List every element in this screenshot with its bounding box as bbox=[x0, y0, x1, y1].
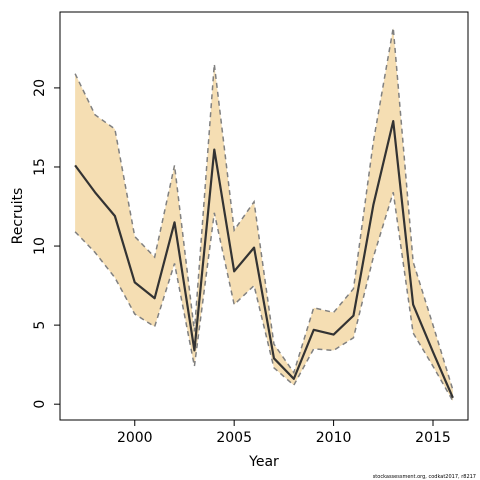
plot-frame bbox=[59, 11, 469, 421]
lower-bound bbox=[74, 192, 454, 402]
y-tick-label: 5 bbox=[32, 321, 48, 330]
y-axis-label: Recruits bbox=[10, 188, 26, 245]
y-tick-label: 20 bbox=[32, 79, 48, 97]
confidence-band bbox=[75, 27, 453, 402]
y-tick-label: 15 bbox=[32, 158, 48, 176]
x-axis-label: Year bbox=[248, 454, 279, 470]
x-tick-label: 2015 bbox=[415, 430, 451, 446]
y-tick-label: 0 bbox=[32, 400, 48, 409]
x-tick-label: 2010 bbox=[316, 430, 352, 446]
footnote: stockassessment.org, codkat2017, r8217 bbox=[373, 474, 476, 480]
estimate-line bbox=[74, 120, 454, 399]
x-tick-label: 2000 bbox=[117, 430, 153, 446]
x-tick-label: 2005 bbox=[216, 430, 252, 446]
upper-bound bbox=[74, 27, 454, 391]
y-tick-label: 10 bbox=[32, 237, 48, 255]
